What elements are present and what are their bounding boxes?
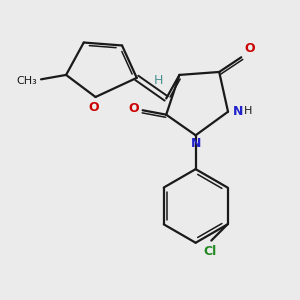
Text: O: O [128, 102, 139, 115]
Text: O: O [89, 101, 99, 114]
Text: H: H [244, 106, 253, 116]
Text: O: O [245, 42, 255, 55]
Text: H: H [154, 74, 164, 87]
Text: N: N [191, 137, 201, 150]
Text: CH₃: CH₃ [16, 76, 37, 86]
Text: N: N [233, 105, 244, 118]
Text: Cl: Cl [203, 245, 217, 258]
